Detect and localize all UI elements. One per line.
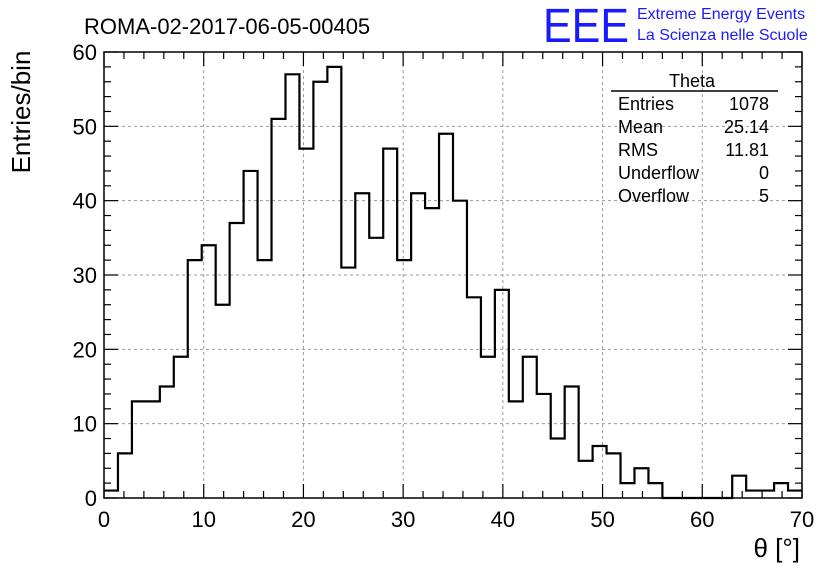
histogram-bin xyxy=(188,260,202,498)
chart-title: ROMA-02-2017-06-05-00405 xyxy=(84,14,370,39)
x-tick-label: 70 xyxy=(790,507,814,532)
x-tick-label: 60 xyxy=(690,507,714,532)
histogram-bin xyxy=(509,401,523,498)
histogram-bin xyxy=(174,357,188,498)
histogram-bin xyxy=(369,238,383,498)
x-tick-label: 40 xyxy=(491,507,515,532)
y-tick-label: 10 xyxy=(73,412,97,437)
stats-title: Theta xyxy=(669,71,716,91)
histogram-bin xyxy=(634,468,648,498)
histogram-bin xyxy=(355,193,369,498)
histogram-bin xyxy=(146,401,160,498)
histogram-bin xyxy=(104,491,118,498)
histogram-bin xyxy=(244,171,258,498)
histogram-bin xyxy=(523,357,537,498)
stats-label-overflow: Overflow xyxy=(618,186,690,206)
stats-value-underflow: 0 xyxy=(759,163,769,183)
stats-box: Theta Entries 1078 Mean 25.14 RMS 11.81 … xyxy=(611,71,778,206)
histogram-bin xyxy=(258,260,272,498)
histogram-bin xyxy=(495,290,509,498)
y-tick-label: 50 xyxy=(73,114,97,139)
stats-label-rms: RMS xyxy=(618,140,658,160)
y-tick-label: 40 xyxy=(73,189,97,214)
eee-logo-text: EEE xyxy=(543,0,629,53)
histogram-bin xyxy=(648,483,662,498)
histogram-bin xyxy=(481,357,495,498)
logo-line-2: La Scienza nelle Scuole xyxy=(637,27,808,44)
histogram-bin xyxy=(439,134,453,498)
histogram-bin xyxy=(230,223,244,498)
histogram-bin xyxy=(537,394,551,498)
histogram-bin xyxy=(607,453,621,498)
histogram-bin xyxy=(383,149,397,498)
plot-frame xyxy=(103,51,803,499)
stats-value-overflow: 5 xyxy=(759,186,769,206)
histogram-bin xyxy=(313,82,327,498)
histogram-step-line xyxy=(104,65,802,500)
histogram-bin xyxy=(467,297,481,498)
histogram-bin xyxy=(453,201,467,498)
histogram-bin xyxy=(551,439,565,498)
histogram-bin xyxy=(593,446,607,498)
x-tick-label: 10 xyxy=(191,507,215,532)
y-tick-label: 20 xyxy=(73,337,97,362)
histogram-bin xyxy=(565,387,579,499)
y-tick-label: 60 xyxy=(73,40,97,65)
histogram-bin xyxy=(327,67,341,498)
eee-logo: EEE Extreme Energy Events La Scienza nel… xyxy=(543,0,808,53)
x-tick-label: 50 xyxy=(590,507,614,532)
stats-label-mean: Mean xyxy=(618,117,663,137)
logo-line-1: Extreme Energy Events xyxy=(637,6,805,23)
histogram-bin xyxy=(411,193,425,498)
histogram-bin xyxy=(579,461,593,498)
x-tick-label: 0 xyxy=(98,507,110,532)
histogram-bin xyxy=(118,453,132,498)
stats-value-mean: 25.14 xyxy=(724,117,769,137)
x-tick-label: 30 xyxy=(391,507,415,532)
histogram-bin xyxy=(397,260,411,498)
histogram-bin xyxy=(746,491,760,498)
histogram-bin xyxy=(299,149,313,498)
histogram-bin xyxy=(216,305,230,498)
stats-label-entries: Entries xyxy=(618,94,674,114)
y-axis-label: Entries/bin xyxy=(6,51,36,174)
y-tick-label: 0 xyxy=(85,486,97,511)
stats-value-rms: 11.81 xyxy=(725,140,769,160)
histogram-bin xyxy=(272,119,286,498)
histogram-bin xyxy=(425,208,439,498)
histogram-bars xyxy=(104,65,802,500)
histogram-bin xyxy=(341,268,355,498)
histogram-bin xyxy=(132,401,146,498)
histogram-bin xyxy=(774,483,788,498)
histogram-bin xyxy=(732,476,746,498)
y-tick-label: 30 xyxy=(73,263,97,288)
histogram-bin xyxy=(285,74,299,498)
histogram-bin xyxy=(160,387,174,499)
x-axis-label: θ [°] xyxy=(753,533,800,563)
stats-value-entries: 1078 xyxy=(729,94,769,114)
stats-label-underflow: Underflow xyxy=(618,163,700,183)
histogram-bin xyxy=(788,491,802,498)
histogram-bin xyxy=(202,245,216,498)
x-tick-label: 20 xyxy=(291,507,315,532)
